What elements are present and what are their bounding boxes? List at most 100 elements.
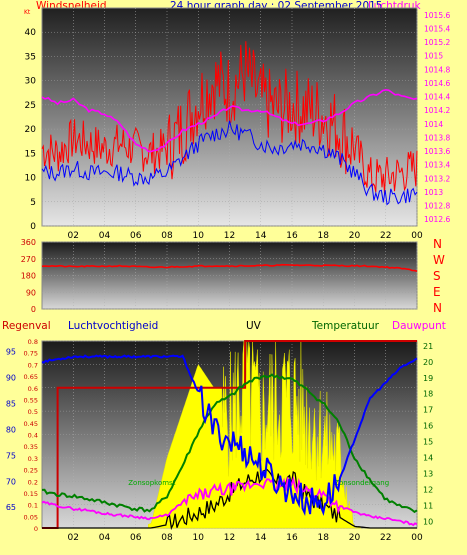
rain-tick-label: 0.05 — [24, 513, 38, 521]
x-tick-label: 20 — [349, 533, 361, 543]
temperature-tick-label: 21 — [423, 342, 433, 351]
x-tick-label: 02 — [68, 231, 79, 241]
rain-tick-label: 0.75 — [24, 350, 38, 358]
temperature-tick-label: 14 — [423, 454, 433, 463]
humidity-tick-label: 95 — [6, 347, 16, 356]
x-tick-label: 00 — [411, 231, 423, 241]
x-tick-label: 18 — [318, 231, 330, 241]
direction-tick-label: 0 — [31, 305, 36, 314]
x-tick-label: 22 — [380, 231, 391, 241]
rain-tick-label: 0.25 — [24, 467, 38, 475]
humidity-tick-label: 85 — [6, 399, 16, 408]
rain-tick-label: 0.55 — [24, 396, 38, 404]
pressure-tick-label: 1015.2 — [424, 38, 450, 47]
y-tick-label: 5 — [30, 198, 36, 208]
x-tick-label: 08 — [161, 533, 173, 543]
temperature-line — [41, 373, 418, 514]
x-tick-label: 06 — [130, 231, 142, 241]
pressure-tick-label: 1014.2 — [424, 106, 450, 115]
rain-tick-label: 0.15 — [24, 490, 38, 498]
temperature-tick-label: 16 — [423, 422, 433, 431]
temperature-tick-label: 17 — [423, 406, 433, 415]
pressure-tick-label: 1014.6 — [424, 79, 450, 88]
rain-tick-label: 0.4 — [28, 432, 38, 440]
temperature-label: Temperatuur — [312, 320, 379, 332]
pressure-tick-label: 1015.6 — [424, 11, 450, 20]
rain-tick-label: 0.45 — [24, 420, 38, 428]
pressure-tick-label: 1013.6 — [424, 147, 450, 156]
temperature-tick-label: 11 — [423, 502, 433, 511]
wind-speed-title: Windsnelheid — [36, 0, 107, 12]
temperature-tick-label: 15 — [423, 438, 433, 447]
x-tick-label: 20 — [349, 231, 361, 241]
x-tick-label: 04 — [99, 231, 111, 241]
y-tick-label: 30 — [25, 77, 37, 87]
pressure-title: Luchtdruk — [368, 0, 421, 12]
y-tick-label: 10 — [25, 174, 37, 184]
pressure-line — [41, 88, 418, 153]
humidity-tick-label: 70 — [6, 477, 16, 486]
pressure-tick-label: 1015 — [424, 52, 443, 61]
compass-label: S — [433, 269, 441, 283]
rain-tick-label: 0.35 — [24, 443, 38, 451]
x-tick-label: 02 — [68, 533, 79, 543]
sunset-label: Zonsondergang — [334, 479, 389, 487]
humidity-label: Luchtvochtigheid — [68, 320, 159, 332]
x-tick-label: 10 — [193, 231, 205, 241]
compass-label: W — [433, 253, 445, 267]
y-tick-label: 15 — [25, 149, 36, 159]
y-tick-label: 0 — [30, 222, 36, 232]
pressure-tick-label: 1014 — [424, 120, 443, 129]
rain-tick-label: 0.5 — [28, 408, 38, 416]
rain-tick-label: 0.7 — [28, 361, 38, 369]
direction-tick-label: 90 — [26, 288, 36, 297]
humidity-tick-label: 80 — [6, 425, 16, 434]
humidity-tick-label: 90 — [6, 373, 16, 382]
x-tick-label: 14 — [255, 533, 267, 543]
temperature-tick-label: 18 — [423, 390, 433, 399]
pressure-tick-label: 1013.8 — [424, 133, 450, 142]
direction-tick-label: 270 — [21, 255, 36, 264]
compass-label: N — [433, 237, 442, 251]
pressure-tick-label: 1013.4 — [424, 161, 450, 170]
x-tick-label: 16 — [286, 533, 298, 543]
x-tick-label: 10 — [193, 533, 205, 543]
rain-label: Regenval — [2, 320, 51, 332]
temperature-tick-label: 13 — [423, 470, 433, 479]
rain-tick-label: 0.1 — [28, 502, 38, 510]
wind-unit-label: Kt — [24, 9, 31, 16]
x-tick-label: 18 — [318, 533, 330, 543]
pressure-tick-label: 1012.8 — [424, 202, 450, 211]
y-tick-label: 20 — [25, 125, 37, 135]
compass-label: N — [433, 301, 442, 315]
chart-title: 24 hour graph day : 02 September 2015 — [170, 0, 383, 12]
x-tick-label: 12 — [224, 231, 235, 241]
wind-direction-line — [41, 263, 418, 272]
humidity-line — [41, 354, 418, 517]
y-tick-label: 40 — [25, 28, 37, 38]
pressure-tick-label: 1013.2 — [424, 174, 450, 183]
x-tick-label: 14 — [255, 231, 267, 241]
compass-label: E — [433, 285, 441, 299]
pressure-tick-label: 1013 — [424, 188, 443, 197]
rain-tick-label: 0 — [34, 525, 38, 533]
rain-line — [42, 340, 417, 529]
temperature-tick-label: 10 — [423, 518, 433, 527]
humidity-tick-label: 65 — [6, 503, 16, 512]
pressure-tick-label: 1014.4 — [424, 93, 450, 102]
direction-tick-label: 360 — [21, 238, 36, 247]
humidity-tick-label: 75 — [6, 451, 16, 460]
rain-tick-label: 0.65 — [24, 373, 38, 381]
direction-tick-label: 180 — [21, 272, 36, 281]
pressure-tick-label: 1014.8 — [424, 65, 450, 74]
temperature-tick-label: 19 — [423, 374, 433, 383]
dewpoint-line — [41, 475, 418, 527]
rain-tick-label: 0.3 — [28, 455, 38, 463]
x-tick-label: 00 — [411, 533, 423, 543]
x-tick-label: 16 — [286, 231, 298, 241]
x-tick-label: 08 — [161, 231, 173, 241]
rain-tick-label: 0.8 — [28, 338, 38, 346]
rain-tick-label: 0.6 — [28, 385, 38, 393]
y-tick-label: 25 — [25, 101, 36, 111]
